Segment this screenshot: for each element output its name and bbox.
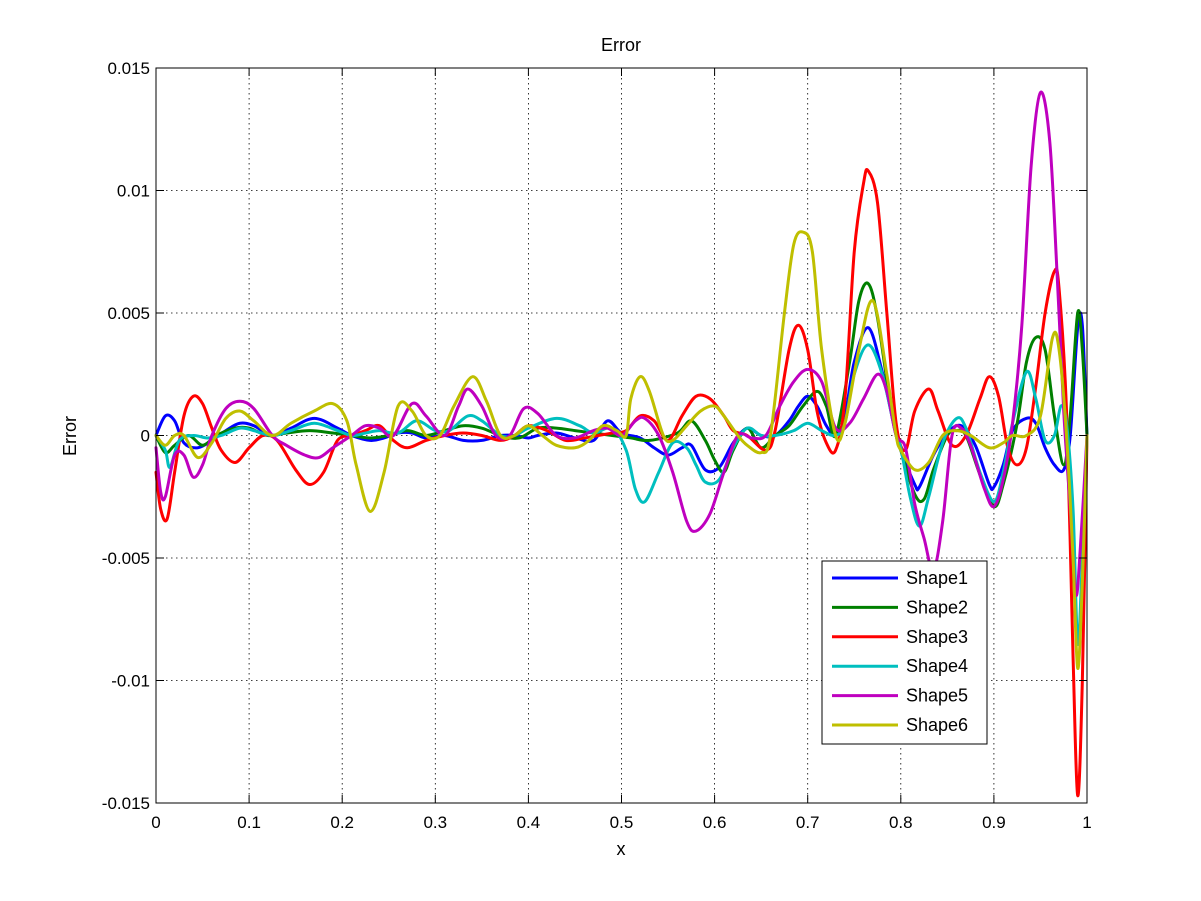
series-line-shape1	[154, 311, 1089, 492]
chart-title: Error	[601, 35, 641, 55]
legend: Shape1 Shape2 Shape3 Shape4 Shape5 Shape6	[821, 560, 988, 745]
x-tick-label: 0.1	[237, 813, 261, 832]
x-tick-label: 0	[151, 813, 160, 832]
x-tick-label: 1	[1082, 813, 1091, 832]
x-axis-label: x	[617, 839, 626, 859]
y-tick-label: -0.005	[102, 549, 150, 568]
legend-label-shape1: Shape1	[906, 568, 968, 588]
y-tick-label: -0.015	[102, 794, 150, 813]
series-lines	[154, 90, 1089, 798]
legend-label-shape4: Shape4	[906, 656, 968, 676]
legend-box	[821, 560, 988, 745]
legend-label-shape3: Shape3	[906, 627, 968, 647]
x-tick-label: 0.2	[330, 813, 354, 832]
x-tick-label: 0.6	[703, 813, 727, 832]
series-line-shape5	[154, 90, 1089, 597]
y-tick-label: 0.01	[117, 182, 150, 201]
y-tick-label: 0.015	[107, 59, 150, 78]
x-tick-label: 0.7	[796, 813, 820, 832]
y-tick-label: 0	[141, 427, 150, 446]
legend-label-shape6: Shape6	[906, 715, 968, 735]
series-line-shape6	[154, 230, 1089, 670]
x-tick-label: 0.3	[423, 813, 447, 832]
legend-label-shape5: Shape5	[906, 686, 968, 706]
y-tick-label: 0.005	[107, 304, 150, 323]
y-axis-label: Error	[60, 416, 80, 456]
y-tick-label: -0.01	[111, 672, 150, 691]
axis-ticks: 0 0.1 0.2 0.3 0.4 0.5 0.6 0.7 0.8 0.9 1 -0.015 -0.01…	[102, 59, 1092, 832]
x-tick-label: 0.5	[610, 813, 634, 832]
x-tick-label: 0.8	[889, 813, 913, 832]
x-tick-label: 0.9	[982, 813, 1006, 832]
x-tick-label: 0.4	[517, 813, 541, 832]
legend-label-shape2: Shape2	[906, 597, 968, 617]
